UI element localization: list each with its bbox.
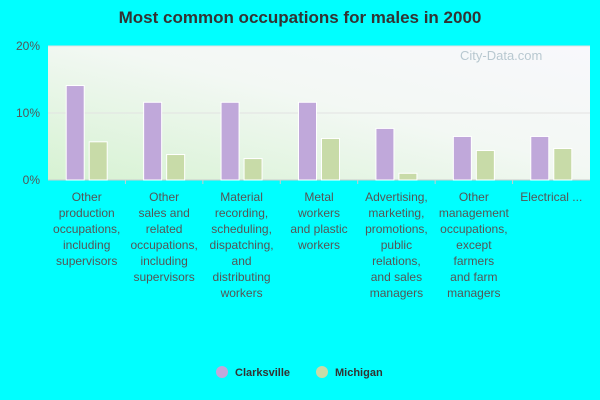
bar-michigan-1[interactable] bbox=[166, 154, 186, 181]
x-category-label: Metal workers and plastic workers bbox=[290, 190, 347, 252]
bar-clarksville-1[interactable] bbox=[143, 101, 163, 181]
watermark: City-Data.com bbox=[460, 48, 542, 63]
bar-clarksville-2[interactable] bbox=[220, 101, 240, 181]
bar-michigan-6[interactable] bbox=[553, 148, 573, 181]
x-category-label-line: and sales bbox=[371, 270, 422, 284]
x-category-label-line: Other bbox=[459, 190, 489, 204]
x-category-label-line: sales and bbox=[138, 206, 189, 220]
x-category-label-line: marketing, bbox=[368, 206, 424, 220]
bar-clarksville-5[interactable] bbox=[452, 135, 472, 181]
y-tick-label: 20% bbox=[16, 39, 40, 53]
x-category-label: Other sales and related occupations, includi… bbox=[130, 190, 197, 284]
x-category-label-line: dispatching, bbox=[210, 238, 274, 252]
x-category-label-line: recording, bbox=[215, 206, 268, 220]
bar-michigan-0[interactable] bbox=[88, 141, 108, 181]
legend-item-michigan[interactable]: Michigan bbox=[316, 366, 383, 379]
bar-clarksville-4[interactable] bbox=[375, 127, 395, 181]
x-category-label-line: relations, bbox=[372, 254, 421, 268]
bar-michigan-5[interactable] bbox=[475, 150, 495, 181]
x-category-label-line: workers bbox=[297, 238, 340, 252]
x-category-label-line: workers bbox=[297, 206, 340, 220]
x-category-label-line: managers bbox=[447, 286, 500, 300]
x-category-label: Other management occupations, except farmers… bbox=[439, 190, 510, 300]
x-category-label-line: except bbox=[456, 238, 492, 252]
bar-michigan-4[interactable] bbox=[398, 172, 418, 181]
x-category-label-line: supervisors bbox=[133, 270, 194, 284]
bar-michigan-3[interactable] bbox=[321, 137, 340, 181]
legend-item-clarksville[interactable]: Clarksville bbox=[216, 366, 290, 379]
x-category-label: Advertising, marketing, promotions, public r… bbox=[365, 190, 428, 300]
x-category-label-line: and plastic bbox=[290, 222, 347, 236]
x-category-label-line: promotions, bbox=[365, 222, 428, 236]
x-category-label-line: supervisors bbox=[56, 254, 117, 268]
x-category-label-line: Electrical ... bbox=[520, 190, 582, 204]
x-category-label: Electrical ... bbox=[520, 190, 582, 204]
x-category-label-line: Other bbox=[149, 190, 179, 204]
x-category-label-line: Advertising, bbox=[365, 190, 428, 204]
x-category-label-line: including bbox=[140, 254, 187, 268]
x-category-label-line: Metal bbox=[304, 190, 333, 204]
x-category-label-line: managers bbox=[370, 286, 423, 300]
legend-swatch bbox=[216, 366, 228, 378]
bar-clarksville-3[interactable] bbox=[298, 101, 317, 181]
x-category-label-line: occupations, bbox=[440, 222, 507, 236]
legend-label: Clarksville bbox=[235, 367, 290, 379]
x-category-label-line: including bbox=[63, 238, 110, 252]
watermark-text: City-Data.com bbox=[460, 48, 542, 63]
x-category-label-line: Material bbox=[220, 190, 263, 204]
x-category-label-line: farmers bbox=[454, 254, 495, 268]
legend-swatch bbox=[316, 366, 328, 378]
legend-label: Michigan bbox=[335, 367, 383, 379]
x-category-label: Other production occupations, including supe… bbox=[53, 190, 120, 268]
chart-title: Most common occupations for males in 200… bbox=[118, 8, 482, 27]
x-category-label-line: and farm bbox=[450, 270, 497, 284]
x-category-label-line: distributing bbox=[213, 270, 271, 284]
x-category-label-line: and bbox=[232, 254, 252, 268]
y-tick-label: 0% bbox=[23, 173, 41, 187]
x-category-label-line: public bbox=[381, 238, 412, 252]
x-category-label-line: management bbox=[439, 206, 510, 220]
x-category-label-line: Other bbox=[72, 190, 102, 204]
x-category-label-line: related bbox=[146, 222, 183, 236]
bar-clarksville-6[interactable] bbox=[530, 135, 550, 181]
bar-michigan-2[interactable] bbox=[243, 158, 263, 181]
x-category-label-line: workers bbox=[220, 286, 263, 300]
x-category-label-line: scheduling, bbox=[211, 222, 272, 236]
x-category-label-line: occupations, bbox=[130, 238, 197, 252]
x-category-label-line: occupations, bbox=[53, 222, 120, 236]
x-category-label: Material recording, scheduling, dispatching… bbox=[210, 190, 274, 300]
x-category-label-line: production bbox=[59, 206, 115, 220]
bar-clarksville-0[interactable] bbox=[65, 85, 85, 181]
y-tick-label: 10% bbox=[16, 106, 40, 120]
